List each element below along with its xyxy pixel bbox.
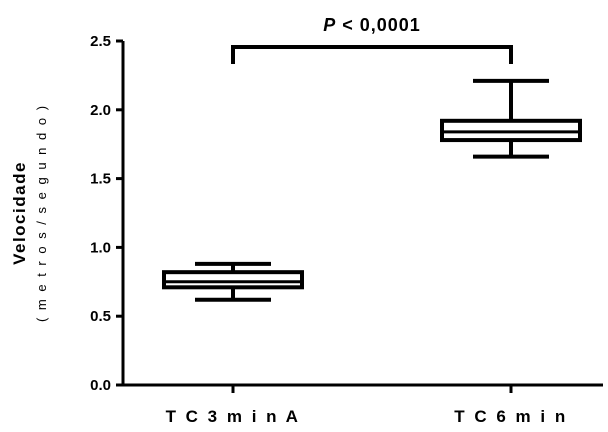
x-category-labels: T C 3 m i n A T C 6 m i n — [166, 407, 567, 426]
box-TC3minA — [162, 261, 304, 302]
y-tick-label: 0.5 — [90, 308, 111, 325]
significance-text: P < 0,0001 — [323, 15, 421, 35]
y-tick-label: 1.5 — [90, 171, 111, 188]
y-tick-label: 2.0 — [90, 102, 111, 119]
p-value: < 0,0001 — [336, 15, 421, 35]
y-axis-label-group: Velocidade ( m e t r o s / s e g u n d o… — [10, 104, 49, 322]
y-ticks: 0.0 0.5 1.0 1.5 2.0 2.5 — [90, 33, 123, 394]
y-axis-sublabel: ( m e t r o s / s e g u n d o ) — [34, 104, 49, 322]
x-category-label: T C 3 m i n A — [166, 407, 301, 426]
box-TC6min — [440, 78, 582, 159]
y-tick-label: 2.5 — [90, 33, 111, 50]
iqr-box — [162, 270, 304, 290]
p-symbol: P — [323, 15, 336, 35]
x-category-label: T C 6 m i n — [454, 407, 567, 426]
boxes — [162, 78, 582, 302]
y-tick-label: 0.0 — [90, 377, 111, 394]
y-tick-label: 1.0 — [90, 239, 111, 256]
axes — [121, 41, 603, 393]
significance-annotation: P < 0,0001 — [231, 15, 513, 64]
significance-bracket — [231, 45, 513, 64]
y-axis-label: Velocidade — [10, 161, 29, 265]
